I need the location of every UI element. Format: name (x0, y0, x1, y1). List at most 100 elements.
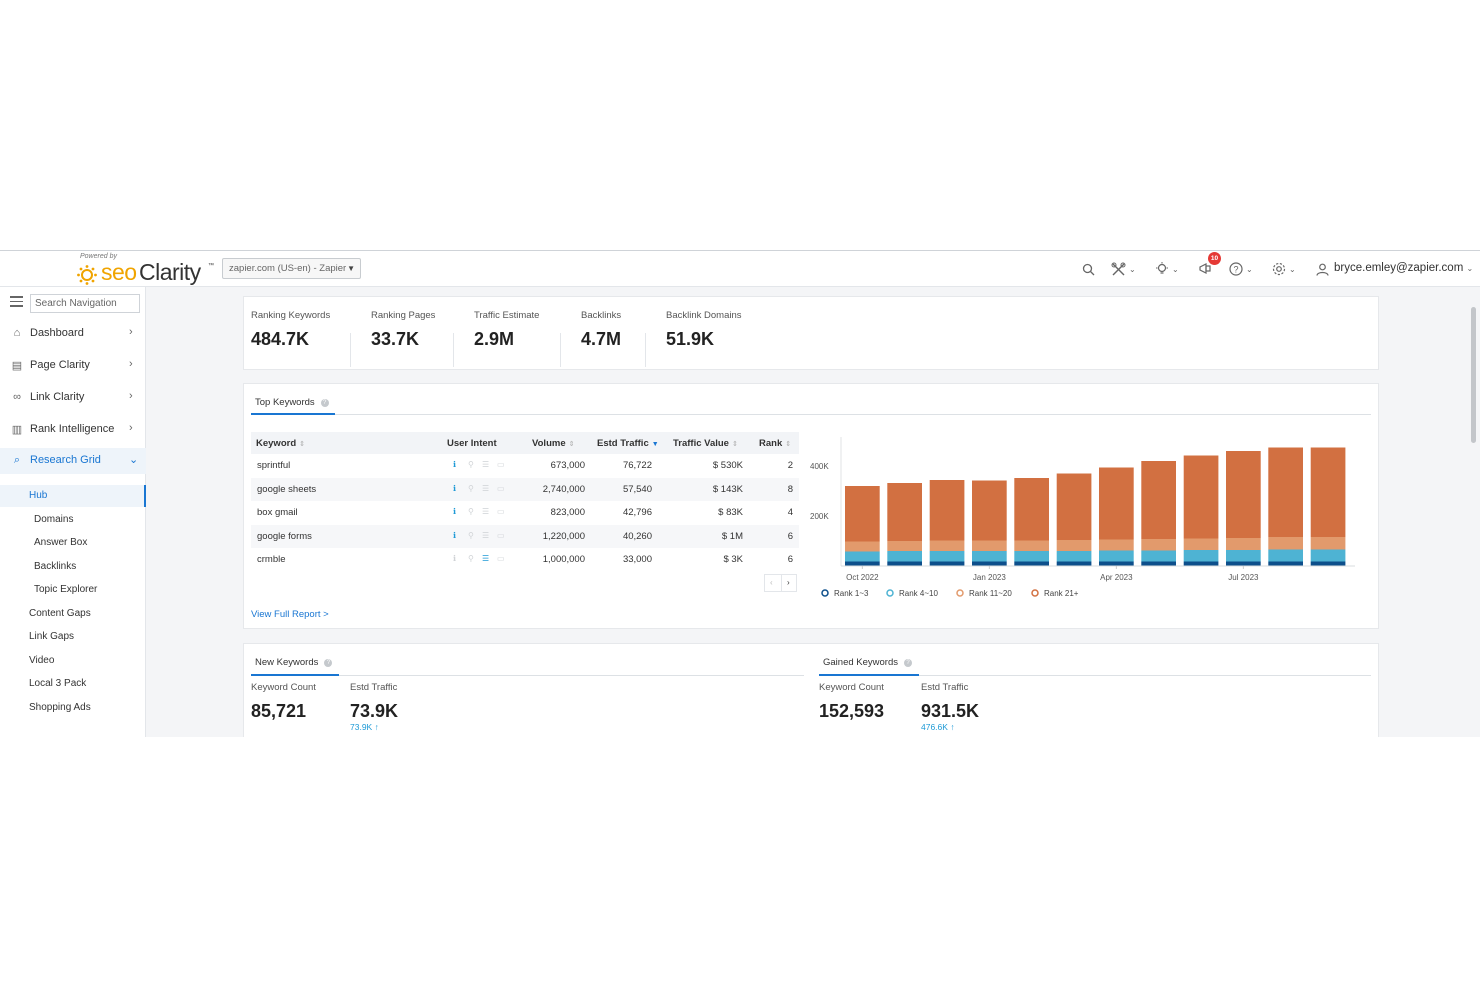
navigational-intent-icon: ☰ (482, 554, 490, 563)
sidebar-subitem-backlinks[interactable]: Backlinks (0, 556, 146, 578)
sidebar-item-content-gaps[interactable]: Content Gaps (0, 603, 146, 625)
sidebar-item-label: Page Clarity (30, 359, 90, 371)
bar-chart-icon: ▥ (11, 424, 23, 436)
metric-value: 2.9M (474, 329, 515, 349)
keyword-cell[interactable]: google sheets (257, 483, 317, 495)
sidebar-item-dashboard[interactable]: ⌂ Dashboard › (0, 321, 146, 347)
gained-estd-traffic-value: 931.5K (921, 701, 980, 721)
help-icon[interactable]: ? (320, 399, 329, 407)
metric-value: 4.7M (581, 329, 622, 349)
bar-segment (887, 551, 922, 562)
page-scrollbar[interactable] (1471, 307, 1476, 443)
tab-divider (819, 675, 1371, 676)
page-icon: ▤ (11, 360, 23, 372)
tab-divider (251, 414, 1371, 415)
keyword-cell[interactable]: google forms (257, 530, 312, 542)
sidebar-subitem-answer-box[interactable]: Answer Box (0, 532, 146, 554)
insights-menu-button[interactable]: ⌄ (1155, 260, 1179, 278)
sidebar-item-local-3-pack[interactable]: Local 3 Pack (0, 673, 146, 695)
chevron-right-icon: › (129, 422, 133, 434)
notification-badge: 10 (1208, 252, 1221, 265)
metric-ranking-keywords: Ranking Keywords 484.7K (251, 310, 330, 350)
chevron-down-icon: ⌄ (1289, 264, 1296, 274)
table-row[interactable]: box gmail ℹ ⚲ ☰ ▭ 823,000 42,796 $ 83K 4 (251, 501, 799, 525)
arrow-up-icon: ↑ (374, 722, 379, 732)
table-row[interactable]: sprintful ℹ ⚲ ☰ ▭ 673,000 76,722 $ 530K … (251, 454, 799, 478)
table-row[interactable]: google sheets ℹ ⚲ ☰ ▭ 2,740,000 57,540 $… (251, 477, 799, 501)
bar-segment (845, 561, 880, 566)
sort-icon: ⇕ (731, 441, 738, 448)
prev-page-icon[interactable]: ‹ (770, 578, 773, 587)
column-header-volume[interactable]: Volume ⇕ (532, 438, 574, 449)
bar-segment (1056, 561, 1092, 566)
change-value: 476.6K (921, 722, 948, 732)
sidebar-item-link-gaps[interactable]: Link Gaps (0, 626, 146, 648)
rank-distribution-chart: 400K 200K Oct 2022 Jan 2023 Apr 2023 Jul 2023… (800, 431, 1375, 606)
help-menu-button[interactable]: ? ⌄ (1229, 260, 1253, 278)
sort-icon: ⇕ (299, 441, 305, 448)
metric-ranking-pages: Ranking Pages 33.7K (371, 310, 435, 350)
table-row[interactable]: google forms ℹ ⚲ ☰ ▭ 1,220,000 40,260 $ … (251, 524, 799, 548)
bar-segment (887, 541, 922, 551)
tab-new-keywords[interactable]: New Keywords? (255, 657, 333, 668)
bar-segment (1099, 467, 1134, 540)
bar-segment (1183, 550, 1219, 562)
column-header-estd-traffic[interactable]: Estd Traffic ▼ (597, 438, 659, 449)
search-icon (1082, 263, 1095, 275)
gained-keyword-count-label: Keyword Count (819, 682, 884, 693)
bar-segment (1268, 561, 1303, 566)
estd-traffic-cell: 57,540 (622, 483, 652, 495)
hamburger-menu-icon[interactable] (10, 296, 23, 310)
sidebar-item-link-clarity[interactable]: ∞ Link Clarity › (0, 385, 146, 411)
traffic-value-cell: $ 3K (723, 554, 743, 565)
bar-segment (1141, 550, 1176, 562)
user-email[interactable]: bryce.emley@zapier.com ⌄ (1334, 262, 1473, 274)
keyword-cell[interactable]: sprintful (257, 460, 291, 471)
tab-label: Gained Keywords (823, 657, 898, 668)
metric-traffic-estimate: Traffic Estimate 2.9M (474, 310, 539, 350)
bar-segment (1014, 478, 1049, 541)
search-button[interactable] (1082, 260, 1095, 278)
bar-segment (972, 540, 1007, 551)
domain-select[interactable]: zapier.com (US-en) - Zapier ▼ (222, 258, 361, 279)
sidebar-item-page-clarity[interactable]: ▤ Page Clarity › (0, 353, 146, 379)
help-icon[interactable]: ? (903, 659, 912, 667)
sidebar-item-rank-intelligence[interactable]: ▥ Rank Intelligence › (0, 417, 146, 443)
sidebar-item-research-grid[interactable]: ⌕ Research Grid ⌄ (0, 448, 146, 474)
sidebar-item-video[interactable]: Video (0, 650, 146, 672)
keyword-cell[interactable]: crmble (257, 554, 286, 565)
announcements-button[interactable] (1198, 260, 1213, 278)
view-full-report-link[interactable]: View Full Report > (251, 609, 329, 620)
tab-top-keywords[interactable]: Top Keywords? (255, 397, 329, 408)
column-header-keyword[interactable]: Keyword ⇕ (256, 438, 305, 449)
sidebar-subitem-hub[interactable]: Hub (0, 485, 146, 507)
sidebar-subitem-topic-explorer[interactable]: Topic Explorer (0, 579, 146, 601)
sidebar-subitem-domains[interactable]: Domains (0, 509, 146, 531)
table-row[interactable]: crmble ℹ ⚲ ☰ ▭ 1,000,000 33,000 $ 3K 6 (251, 548, 799, 572)
help-icon[interactable]: ? (324, 659, 333, 667)
tools-menu-button[interactable]: ⌄ (1111, 260, 1136, 278)
bar-segment (1310, 549, 1346, 562)
seoclarity-logo[interactable]: Powered by seo Clarity ™ (76, 253, 216, 285)
volume-cell: 823,000 (550, 507, 585, 518)
next-page-icon[interactable]: › (781, 575, 797, 591)
tab-gained-keywords[interactable]: Gained Keywords? (823, 657, 912, 668)
keyword-cell[interactable]: box gmail (257, 507, 298, 518)
metric-value: 484.7K (251, 329, 310, 349)
chart-svg: 400K 200K Oct 2022 Jan 2023 Apr 2023 Jul 2023… (810, 437, 1355, 598)
transactional-intent-icon: ▭ (497, 460, 505, 469)
y-tick-label: 200K (810, 512, 829, 521)
estd-traffic-cell: 76,722 (622, 460, 652, 471)
active-tab-indicator (819, 674, 919, 676)
logo-clarity-text: Clarity (139, 259, 201, 285)
sidebar-item-shopping-ads[interactable]: Shopping Ads (0, 697, 146, 719)
column-header-traffic-value[interactable]: Traffic Value ⇕ (673, 438, 738, 449)
user-email-text: bryce.emley@zapier.com (1334, 262, 1464, 274)
logo-seo-text: seo (101, 259, 137, 285)
legend-marker (956, 589, 964, 597)
column-header-rank[interactable]: Rank ⇕ (759, 438, 791, 449)
user-menu-button[interactable] (1316, 260, 1329, 278)
location-intent-icon: ⚲ (468, 507, 474, 516)
settings-menu-button[interactable]: ⌄ (1272, 260, 1296, 278)
search-navigation-input[interactable]: Search Navigation (30, 294, 140, 313)
